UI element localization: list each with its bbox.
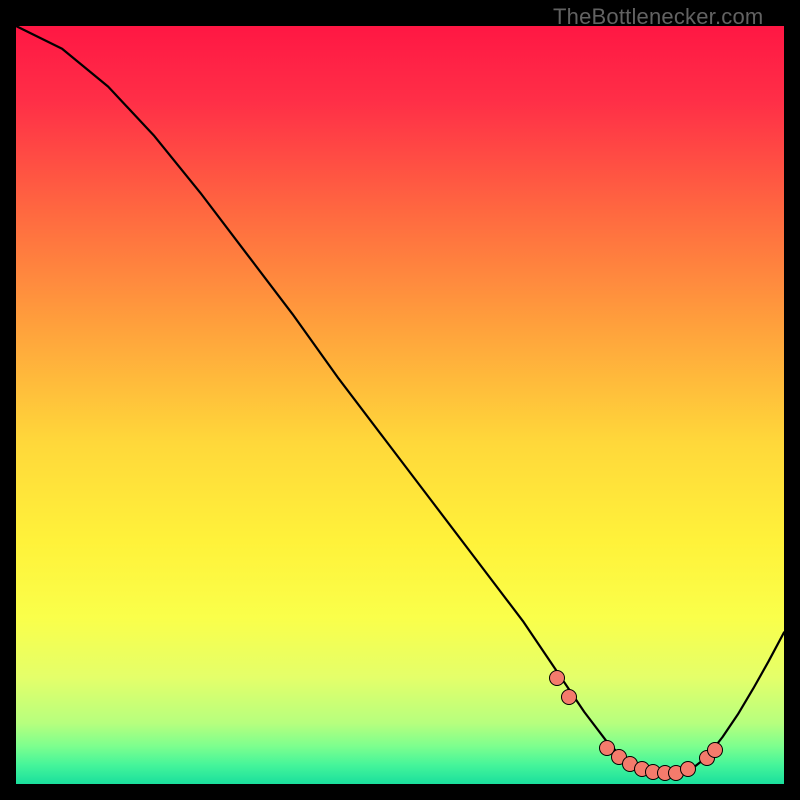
- marker-dot: [680, 761, 696, 777]
- watermark-source-label: TheBottlenecker.com: [553, 4, 763, 30]
- marker-layer: [16, 26, 784, 784]
- marker-dot: [707, 742, 723, 758]
- marker-dot: [549, 670, 565, 686]
- marker-dot: [561, 689, 577, 705]
- plot-area: [16, 26, 784, 784]
